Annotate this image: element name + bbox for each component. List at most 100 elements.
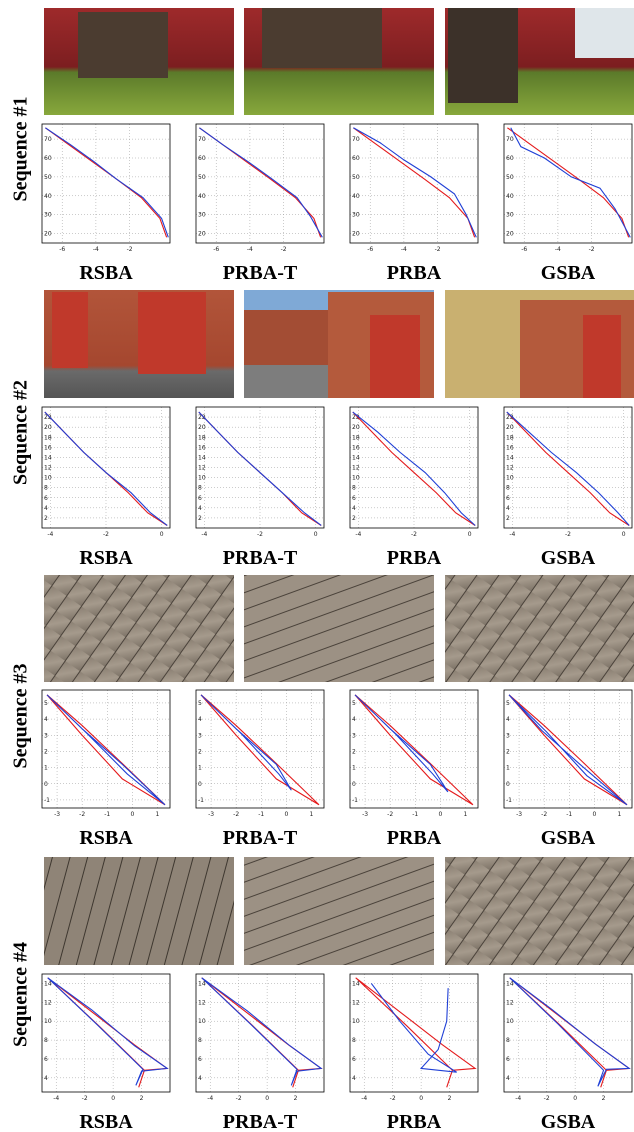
x-tick-label: 2 — [602, 1095, 606, 1102]
y-tick-label: 18 — [352, 434, 360, 441]
y-tick-label: 5 — [44, 700, 48, 707]
x-tick-label: -2 — [281, 246, 287, 253]
method-label: PRBA-T — [223, 827, 298, 849]
y-tick-label: 6 — [44, 1056, 48, 1063]
trajectory-plot: -3 -2 -1 0 1 -1 0 1 2 3 4 5 PRBA-T — [195, 689, 325, 849]
y-tick-label: 22 — [44, 414, 52, 421]
y-tick-label: 3 — [352, 732, 356, 739]
y-tick-label: 50 — [352, 174, 360, 181]
trajectory — [201, 977, 323, 1086]
x-tick-label: -4 — [361, 1095, 367, 1102]
y-tick-label: 14 — [506, 980, 514, 987]
y-tick-label: 12 — [352, 999, 360, 1006]
y-tick-label: 22 — [506, 414, 514, 421]
y-tick-label: 10 — [198, 1018, 206, 1025]
y-tick-label: 40 — [44, 193, 52, 200]
y-tick-label: 50 — [506, 174, 514, 181]
y-tick-label: 30 — [506, 212, 514, 219]
x-tick-label: -2 — [544, 1095, 550, 1102]
y-tick-label: 1 — [198, 765, 202, 772]
method-label: PRBA — [387, 547, 442, 569]
x-tick-label: -4 — [247, 246, 253, 253]
y-tick-label: 8 — [352, 485, 356, 492]
plot-frame — [195, 973, 325, 1093]
y-tick-label: 0 — [506, 781, 510, 788]
x-tick-label: -4 — [509, 531, 515, 538]
x-tick-label: 2 — [448, 1095, 452, 1102]
y-tick-label: 30 — [198, 212, 206, 219]
x-tick-label: -4 — [201, 531, 207, 538]
y-tick-label: 2 — [506, 748, 510, 755]
y-tick-label: 6 — [352, 495, 356, 502]
y-tick-label: 16 — [44, 444, 52, 451]
photo-building — [244, 310, 344, 365]
method-label: RSBA — [79, 262, 133, 284]
y-tick-label: 22 — [352, 414, 360, 421]
photo — [445, 575, 634, 682]
y-tick-label: 70 — [44, 136, 52, 143]
y-tick-label: 70 — [352, 136, 360, 143]
y-tick-label: 5 — [352, 700, 356, 707]
plot-frame — [41, 406, 171, 529]
trajectory-plot: -6 -4 -2 20 30 40 50 60 70 PRBA — [349, 123, 479, 284]
y-tick-label: 3 — [44, 732, 48, 739]
plot-background — [42, 124, 170, 243]
method-label: RSBA — [79, 547, 133, 569]
y-tick-label: 70 — [506, 136, 514, 143]
y-tick-label: 12 — [44, 465, 52, 472]
trajectory — [200, 694, 320, 806]
trajectory-plot: -6 -4 -2 20 30 40 50 60 70 RSBA — [41, 123, 171, 284]
y-tick-label: 16 — [352, 444, 360, 451]
y-tick-label: 40 — [198, 193, 206, 200]
y-tick-label: 40 — [352, 193, 360, 200]
method-label: GSBA — [541, 827, 596, 849]
method-label: RSBA — [79, 827, 133, 849]
x-tick-label: -6 — [213, 246, 219, 253]
y-tick-label: 4 — [198, 716, 202, 723]
trajectory-plot: -4 -2 0 2 4 6 8 10 12 14 16 18 20 22 GSBA — [503, 406, 633, 569]
plot-frame — [349, 123, 479, 244]
trajectory — [45, 127, 169, 238]
x-tick-label: 0 — [468, 531, 472, 538]
x-tick-label: -4 — [355, 531, 361, 538]
y-tick-label: 20 — [44, 231, 52, 238]
plot-frame — [503, 123, 633, 244]
x-tick-label: -1 — [258, 811, 264, 818]
plot-frame — [503, 973, 633, 1093]
x-tick-label: -4 — [401, 246, 407, 253]
x-tick-label: -4 — [515, 1095, 521, 1102]
x-tick-label: 1 — [464, 811, 468, 818]
x-tick-label: -2 — [541, 811, 547, 818]
x-tick-label: -2 — [103, 531, 109, 538]
trajectory-plot: -4 -2 0 2 4 6 8 10 12 14 RSBA — [41, 973, 171, 1132]
trajectory — [47, 977, 169, 1086]
x-tick-label: 0 — [130, 811, 134, 818]
y-tick-label: 6 — [198, 495, 202, 502]
trajectory-plot: -3 -2 -1 0 1 -1 0 1 2 3 4 5 RSBA — [41, 689, 171, 849]
y-tick-label: 10 — [44, 1018, 52, 1025]
y-tick-label: 14 — [352, 980, 360, 987]
sequence-label: Sequence #3 — [10, 664, 32, 769]
x-tick-label: 0 — [265, 1095, 269, 1102]
x-tick-label: 0 — [111, 1095, 115, 1102]
y-tick-label: 8 — [44, 485, 48, 492]
trajectory — [509, 977, 631, 1087]
y-tick-label: 8 — [352, 1037, 356, 1044]
method-label: GSBA — [541, 1111, 596, 1132]
photo-door — [448, 8, 518, 103]
plot-frame — [195, 123, 325, 244]
x-tick-label: -3 — [54, 811, 60, 818]
trajectory-plot: -4 -2 0 2 4 6 8 10 12 14 PRBA-T — [195, 973, 325, 1132]
y-tick-label: -1 — [44, 797, 50, 804]
x-tick-label: -2 — [435, 246, 441, 253]
y-tick-label: 16 — [506, 444, 514, 451]
y-tick-label: 2 — [44, 515, 48, 522]
y-tick-label: 2 — [198, 515, 202, 522]
y-tick-label: 14 — [44, 980, 52, 987]
x-tick-label: -3 — [208, 811, 214, 818]
y-tick-label: 50 — [198, 174, 206, 181]
trajectory — [370, 983, 457, 1073]
x-tick-label: 1 — [618, 811, 622, 818]
sequence-label: Sequence #4 — [10, 942, 32, 1047]
x-tick-label: 1 — [156, 811, 160, 818]
